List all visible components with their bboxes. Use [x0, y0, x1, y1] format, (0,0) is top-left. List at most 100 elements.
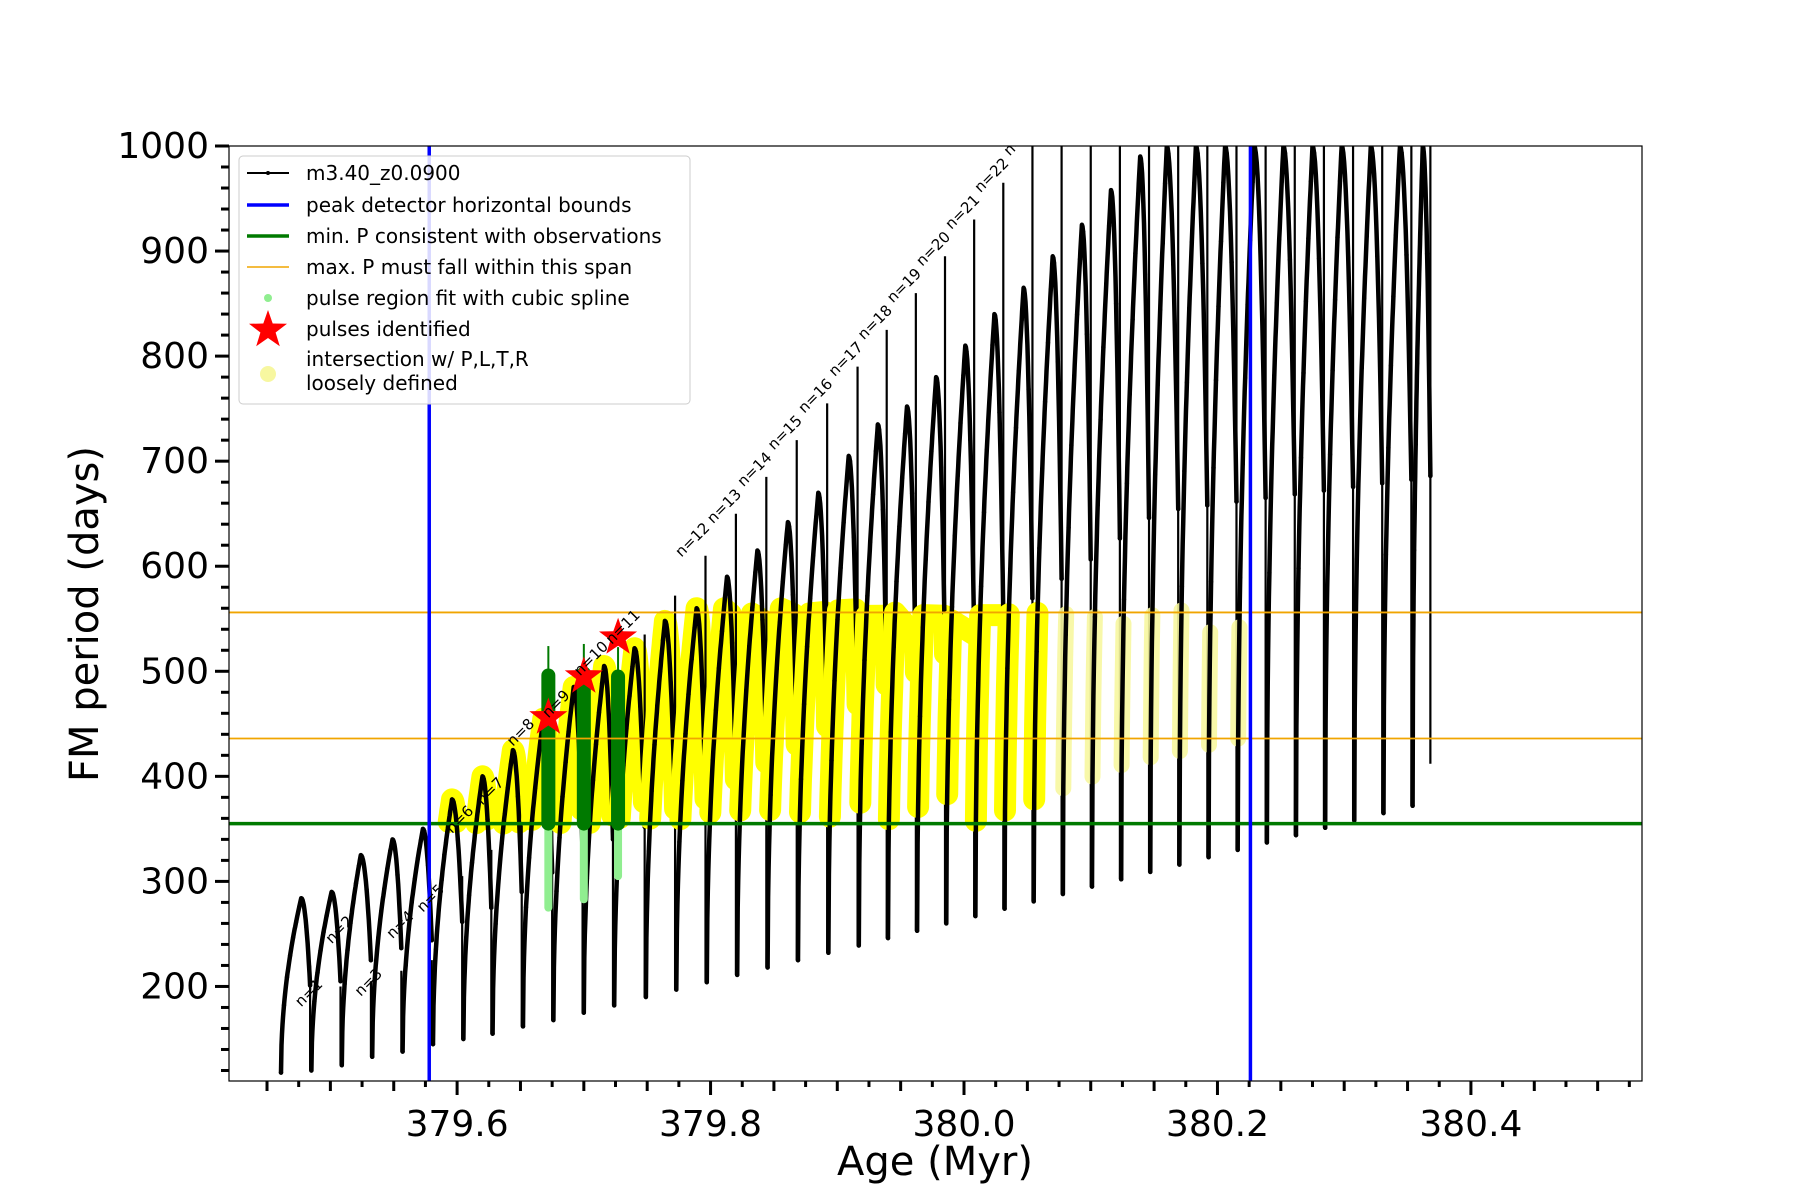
track-point	[290, 935, 296, 940]
track-point	[1393, 233, 1399, 238]
track-cycle-2	[309, 889, 343, 1073]
track-point	[1063, 632, 1068, 637]
track-point	[364, 887, 369, 892]
track-point	[1253, 151, 1259, 156]
legend-pulse-star	[249, 310, 287, 347]
track-point	[536, 757, 541, 762]
track-point	[445, 830, 450, 835]
track-point	[811, 553, 816, 558]
track-point	[554, 888, 559, 894]
track-point	[1411, 548, 1417, 553]
track-cycle-37	[1352, 146, 1385, 823]
track-point	[1306, 236, 1311, 241]
track-point	[1264, 840, 1270, 845]
track-point	[307, 983, 313, 988]
track-point	[1224, 151, 1229, 156]
track-point	[304, 924, 309, 929]
track-point	[1415, 361, 1420, 366]
track-point	[1359, 365, 1364, 371]
track-point	[1352, 818, 1357, 823]
track-point	[379, 908, 384, 914]
track-point	[607, 720, 612, 725]
track-point	[1428, 473, 1433, 479]
track-point	[976, 680, 981, 686]
legend-frame	[238, 155, 691, 405]
track-point	[1234, 499, 1239, 504]
track-cycle-21	[885, 404, 919, 941]
y-axis-title: FM period (days)	[62, 446, 108, 782]
track-point	[1127, 392, 1132, 397]
track-point	[1399, 150, 1404, 155]
track-cycle-34	[1264, 146, 1298, 845]
track-point	[1279, 179, 1284, 184]
track-point	[373, 970, 378, 975]
track-point	[1177, 862, 1182, 867]
track-point	[391, 839, 396, 844]
track-point	[917, 714, 923, 719]
y-tick-label-3: 400	[140, 756, 209, 797]
track-point	[765, 965, 770, 970]
track-point	[418, 838, 424, 843]
track-point	[630, 664, 635, 669]
track-point	[1130, 317, 1135, 322]
track-point	[876, 427, 882, 432]
legend-spline-marker	[264, 294, 272, 302]
track-point	[735, 972, 740, 978]
track-point	[1354, 557, 1360, 562]
track-point	[403, 963, 408, 968]
track-point	[1346, 255, 1351, 260]
track-point	[433, 947, 439, 952]
track-point	[1391, 294, 1396, 299]
track-point	[683, 731, 688, 736]
track-point	[1381, 810, 1386, 816]
track-point	[692, 625, 697, 630]
y-tick-label-2: 300	[140, 861, 209, 902]
track-point	[946, 697, 952, 702]
track-point	[978, 584, 984, 589]
track-point	[356, 863, 362, 869]
track-point	[330, 891, 336, 896]
track-point	[1367, 178, 1372, 183]
track-point	[1060, 891, 1066, 897]
track-cycle-30	[1148, 146, 1181, 875]
track-point	[400, 1049, 405, 1054]
track-point	[1066, 525, 1071, 530]
track-point	[1133, 251, 1138, 256]
track-point	[1383, 552, 1389, 557]
track-point	[1213, 377, 1219, 383]
track-point	[949, 604, 955, 610]
track-point	[469, 860, 475, 865]
track-point	[551, 1017, 556, 1023]
track-point	[649, 788, 654, 794]
track-point	[1292, 492, 1298, 497]
track-point	[466, 892, 472, 898]
x-tick-label-3: 380.0	[912, 1104, 1015, 1145]
track-point	[729, 640, 735, 646]
track-point	[309, 1068, 314, 1073]
track-point	[1171, 262, 1176, 267]
track-point	[1074, 312, 1080, 317]
track-point	[817, 495, 822, 500]
x-tick-label-4: 380.2	[1166, 1104, 1269, 1145]
track-point	[1386, 445, 1391, 450]
track-point	[472, 833, 477, 838]
legend-track-label: m3.40_z0.0900	[306, 161, 461, 185]
track-cycle-16	[734, 548, 769, 978]
track-point	[1396, 178, 1401, 183]
track-point	[490, 1031, 495, 1036]
track-point	[1409, 477, 1414, 482]
y-tick-label-5: 600	[140, 546, 209, 587]
track-point	[1166, 151, 1171, 156]
track-point	[719, 628, 725, 634]
track-point	[1362, 295, 1367, 301]
track-point	[821, 566, 826, 572]
track-point	[1370, 150, 1375, 156]
track-point	[312, 999, 317, 1004]
track-point	[1341, 150, 1346, 156]
track-point	[750, 605, 755, 610]
track-point	[1416, 292, 1421, 297]
track-cycle-15	[704, 574, 739, 985]
track-point	[756, 552, 761, 557]
track-point	[1084, 331, 1090, 337]
track-point	[1388, 363, 1394, 368]
